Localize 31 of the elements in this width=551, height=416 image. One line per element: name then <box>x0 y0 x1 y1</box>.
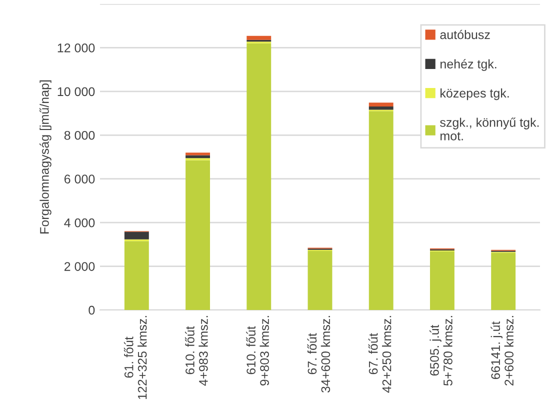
bar <box>368 102 394 107</box>
bar <box>124 241 149 310</box>
legend-label: szgk., könnyű tgk. mot. <box>440 118 539 140</box>
bar <box>491 252 516 310</box>
x-tick-label: 67. főút 42+250 kmsz. <box>368 316 392 393</box>
x-tick-label: 610. főút 9+803 kmsz. <box>246 316 269 386</box>
y-tick-label: 10 000 <box>58 87 95 96</box>
x-tick-label: 6505. j.út 5+780 kmsz. <box>430 316 452 386</box>
x-tick-label: 61. főút 122+325 kmsz. <box>124 316 147 400</box>
y-tick-label: 2 000 <box>64 262 95 271</box>
y-tick-label: 6 000 <box>64 174 95 184</box>
x-tick-label: 66141. j.út 2+600 kmsz. <box>490 316 514 386</box>
bar <box>186 160 210 310</box>
bar <box>430 251 454 310</box>
bar <box>246 36 272 40</box>
legend-label: autóbusz <box>440 30 490 40</box>
y-tick-label: 8 000 <box>64 130 95 140</box>
y-tick-label: 4 000 <box>64 218 95 228</box>
bar <box>368 111 394 310</box>
bar <box>246 43 272 310</box>
legend-label: nehéz tgk. <box>440 59 496 71</box>
bar <box>308 250 332 310</box>
x-tick-label: 67. főút 34+600 kmsz. <box>307 316 330 393</box>
bar <box>124 232 149 240</box>
bar <box>186 152 210 156</box>
bar <box>368 106 394 110</box>
y-axis-title: Forgalomnagyság [jmű/nap] <box>40 80 52 234</box>
legend-label: közepes tgk. <box>440 88 509 100</box>
x-tick-label: 610. főút 4+983 kmsz. <box>185 316 208 386</box>
y-tick-label: 12 000 <box>58 44 95 52</box>
y-tick-label: 0 <box>88 306 95 315</box>
